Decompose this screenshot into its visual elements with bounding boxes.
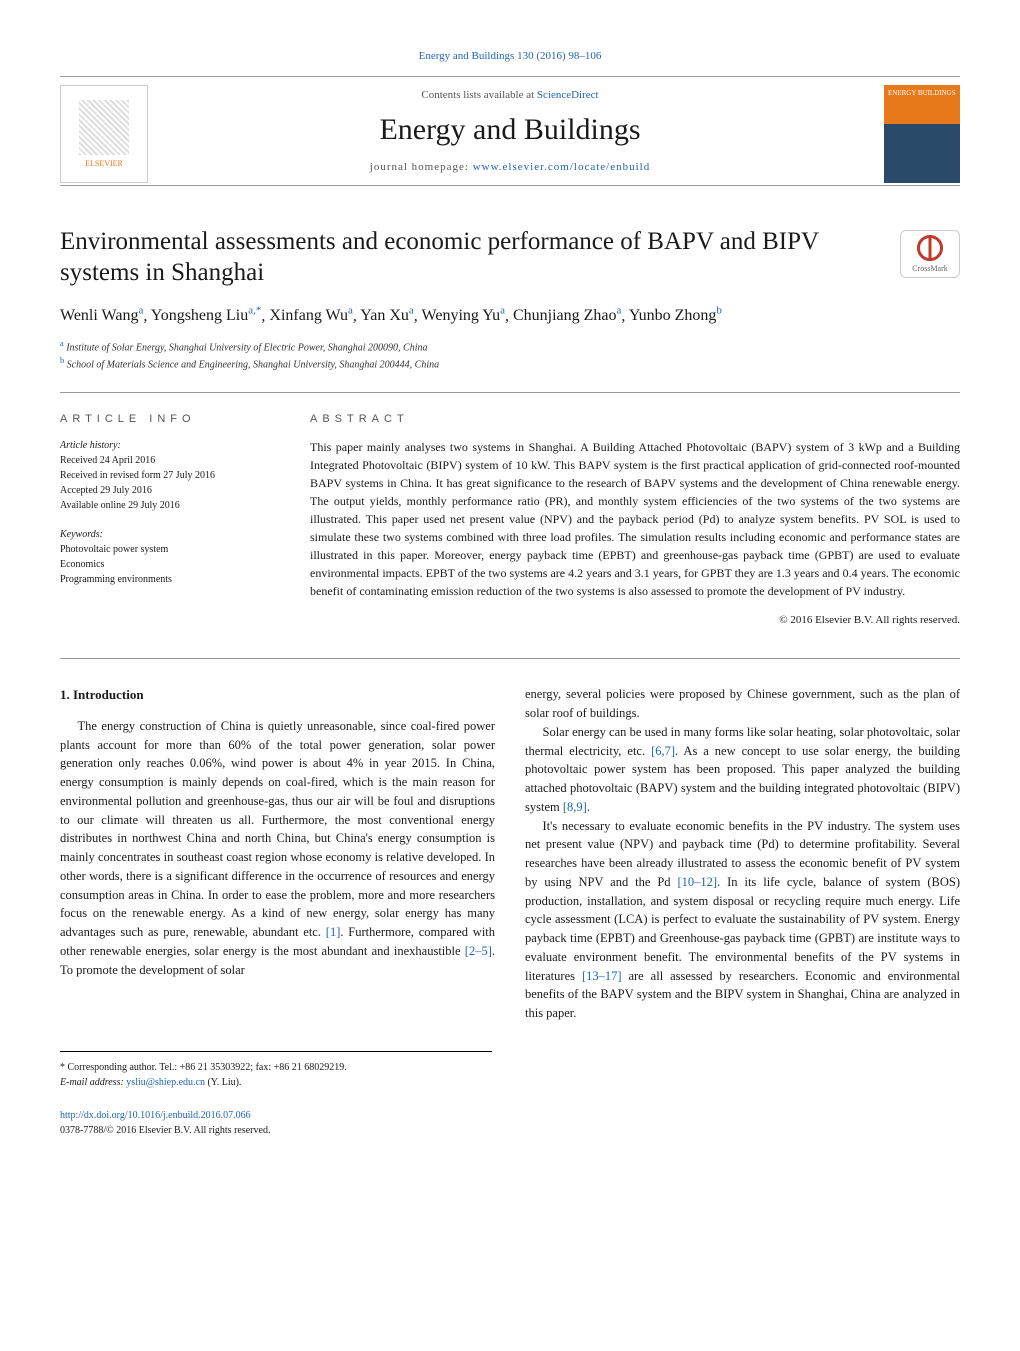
crossmark-badge[interactable]: CrossMark [900, 230, 960, 278]
author: Yongsheng Liua,* [151, 307, 262, 324]
section-divider [60, 658, 960, 659]
email-link[interactable]: ysliu@shiep.edu.cn [126, 1077, 205, 1088]
elsevier-label: ELSEVIER [85, 159, 123, 168]
keyword: Programming environments [60, 574, 172, 585]
article-info-heading: article info [60, 411, 280, 428]
history-block: Article history: Received 24 April 2016 … [60, 438, 280, 513]
affil-mark[interactable]: a [500, 305, 505, 317]
page: Energy and Buildings 130 (2016) 98–106 E… [0, 0, 1020, 1178]
ref-link[interactable]: [10–12] [678, 875, 718, 889]
history-line: Received 24 April 2016 [60, 455, 155, 466]
author: Xinfang Wua [269, 307, 353, 324]
affiliation: a Institute of Solar Energy, Shanghai Un… [60, 338, 960, 355]
author: Wenli Wanga [60, 307, 143, 324]
abstract-text: This paper mainly analyses two systems i… [310, 438, 960, 600]
contents-line: Contents lists available at ScienceDirec… [60, 89, 960, 101]
ref-link[interactable]: [13–17] [582, 969, 622, 983]
issn-copyright: 0378-7788/© 2016 Elsevier B.V. All right… [60, 1125, 270, 1136]
homepage-prefix: journal homepage: [370, 161, 473, 173]
elsevier-logo: ELSEVIER [60, 85, 148, 183]
journal-name: Energy and Buildings [60, 113, 960, 147]
citation-link[interactable]: Energy and Buildings 130 (2016) 98–106 [419, 50, 602, 62]
journal-banner: ELSEVIER Contents lists available at Sci… [60, 76, 960, 186]
email-suffix: (Y. Liu). [205, 1077, 241, 1088]
affiliation: b School of Materials Science and Engine… [60, 355, 960, 372]
email-label: E-mail address: [60, 1077, 126, 1088]
paragraph: Solar energy can be used in many forms l… [525, 723, 960, 817]
author: Chunjiang Zhaoa [513, 307, 621, 324]
ref-link[interactable]: [1] [326, 925, 341, 939]
author: Yan Xua [360, 307, 414, 324]
keyword: Photovoltaic power system [60, 544, 168, 555]
author: Yunbo Zhongb [629, 307, 722, 324]
article-info: article info Article history: Received 2… [60, 411, 280, 628]
affil-mark[interactable]: a [348, 305, 353, 317]
keywords-label: Keywords: [60, 527, 280, 542]
email-line: E-mail address: ysliu@shiep.edu.cn (Y. L… [60, 1075, 492, 1090]
homepage-link[interactable]: www.elsevier.com/locate/enbuild [473, 161, 651, 173]
history-label: Article history: [60, 440, 121, 451]
info-abstract-row: article info Article history: Received 2… [60, 392, 960, 628]
history-line: Received in revised form 27 July 2016 [60, 470, 215, 481]
corresponding-author: * Corresponding author. Tel.: +86 21 353… [60, 1060, 492, 1075]
elsevier-tree-icon [79, 100, 129, 155]
doi-block: http://dx.doi.org/10.1016/j.enbuild.2016… [60, 1108, 960, 1138]
affil-mark[interactable]: a [617, 305, 622, 317]
body-columns: 1. Introduction The energy construction … [60, 685, 960, 1023]
affil-mark[interactable]: b [716, 305, 722, 317]
abstract: abstract This paper mainly analyses two … [310, 411, 960, 628]
crossmark-label: CrossMark [912, 264, 948, 273]
banner-center: Contents lists available at ScienceDirec… [60, 89, 960, 173]
affil-mark[interactable]: a [409, 305, 414, 317]
column-left: 1. Introduction The energy construction … [60, 685, 495, 1023]
paragraph: energy, several policies were proposed b… [525, 685, 960, 723]
doi-link[interactable]: http://dx.doi.org/10.1016/j.enbuild.2016… [60, 1110, 251, 1121]
paragraph: The energy construction of China is quie… [60, 717, 495, 980]
keyword: Economics [60, 559, 104, 570]
paragraph: It's necessary to evaluate economic bene… [525, 817, 960, 1023]
affil-mark[interactable]: a,* [248, 305, 261, 317]
section-heading: 1. Introduction [60, 685, 495, 705]
contents-prefix: Contents lists available at [421, 89, 536, 101]
history-line: Available online 29 July 2016 [60, 500, 180, 511]
history-line: Accepted 29 July 2016 [60, 485, 152, 496]
journal-cover-thumb: ENERGY BUILDINGS [884, 85, 960, 183]
running-header: Energy and Buildings 130 (2016) 98–106 [60, 50, 960, 62]
sciencedirect-link[interactable]: ScienceDirect [537, 89, 599, 101]
abstract-copyright: © 2016 Elsevier B.V. All rights reserved… [310, 612, 960, 629]
ref-link[interactable]: [2–5] [465, 944, 492, 958]
column-right: energy, several policies were proposed b… [525, 685, 960, 1023]
abstract-heading: abstract [310, 411, 960, 428]
journal-homepage: journal homepage: www.elsevier.com/locat… [60, 161, 960, 173]
affiliations: a Institute of Solar Energy, Shanghai Un… [60, 338, 960, 373]
cover-label: ENERGY BUILDINGS [888, 89, 956, 97]
author: Wenying Yua [422, 307, 505, 324]
article-title: Environmental assessments and economic p… [60, 226, 960, 289]
title-block: Environmental assessments and economic p… [60, 226, 960, 372]
ref-link[interactable]: [6,7] [651, 744, 675, 758]
author-list: Wenli Wanga, Yongsheng Liua,*, Xinfang W… [60, 303, 960, 328]
ref-link[interactable]: [8,9] [563, 800, 587, 814]
crossmark-icon [917, 235, 943, 261]
footnotes: * Corresponding author. Tel.: +86 21 353… [60, 1051, 492, 1090]
affil-mark[interactable]: a [138, 305, 143, 317]
